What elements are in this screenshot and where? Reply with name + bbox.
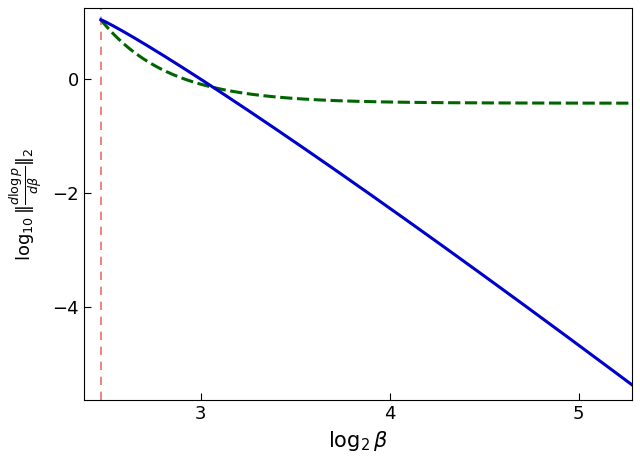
X-axis label: $\log_2 \beta$: $\log_2 \beta$ (328, 429, 388, 453)
Y-axis label: $\log_{10} \|\frac{d \log p}{d\beta}\|_2$: $\log_{10} \|\frac{d \log p}{d\beta}\|_2… (8, 148, 44, 261)
